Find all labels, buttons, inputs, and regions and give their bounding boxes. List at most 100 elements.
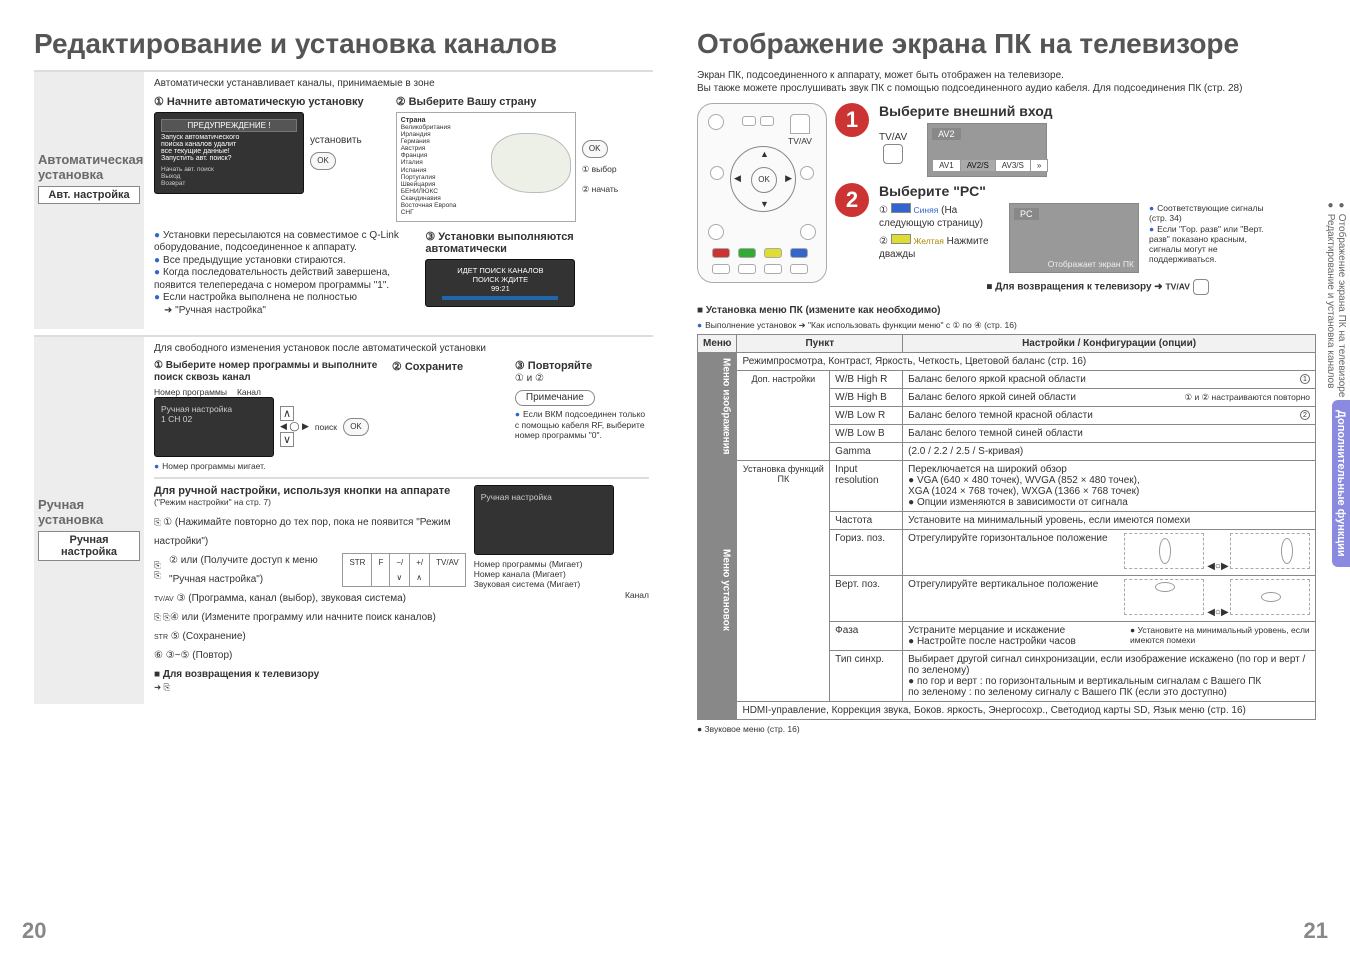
left-title: Редактирование и установка каналов <box>34 28 653 60</box>
tvav-icon: TV/AV <box>154 596 174 603</box>
dop-k3: W/B Low B <box>830 424 903 442</box>
manual-step3-sub: ① и ② <box>515 373 649 386</box>
pc-menu-table: Меню Пункт Настройки / Конфигурации (опц… <box>697 334 1316 720</box>
h-s5: ⑤ (Сохранение) <box>171 631 246 642</box>
h-s6: ⑥ ③~⑤ (Повтор) <box>154 650 232 661</box>
ok-button[interactable]: OK <box>310 152 336 170</box>
ok-button-3[interactable]: OK <box>343 418 369 436</box>
step2-badge: 2 <box>835 183 869 217</box>
step2-title: Выберите "PC" <box>879 183 1316 199</box>
yellow-key-icon[interactable] <box>891 234 911 244</box>
setup-hpos-v: Отрегулируйте горизонтальное положение <box>908 533 1107 544</box>
menu-howto: Выполнение установок ➜ "Как использовать… <box>705 320 1017 330</box>
btn-vplus[interactable]: +/∧ <box>410 554 430 586</box>
manual-side: Ручная установка Ручная настройка <box>34 337 144 704</box>
s2-note1: Соответствующие сигналы (стр. 34) <box>1149 203 1264 223</box>
setup-label: Установка функций ПК <box>737 460 830 701</box>
tvbox1-title: ПРЕДУПРЕЖДЕНИЕ ! <box>161 119 297 132</box>
th-menu: Меню <box>698 334 737 352</box>
auto-b1: Установки пересылаются на совместимое с … <box>154 230 399 254</box>
menu-block-title: ■ Установка меню ПК (измените как необхо… <box>697 305 1316 318</box>
h-s4: ④ или (Измените программу или начните по… <box>170 612 436 623</box>
h-return: ■ Для возвращения к телевизору <box>154 669 466 682</box>
btn-tvav[interactable]: TV/AV <box>430 554 465 586</box>
manual-step3: ③ Повторяйте <box>515 360 649 374</box>
return-button[interactable] <box>1193 279 1209 295</box>
rc-x1[interactable] <box>712 264 730 274</box>
dop-k0: W/B High R <box>830 370 903 388</box>
s2-l2-pre: ② <box>879 236 891 247</box>
btn-vminus[interactable]: −/∨ <box>390 554 410 586</box>
auto-step2-title: ② Выберите Вашу страну <box>396 95 644 108</box>
setup-phase-note: ● Установите на минимальный уровень, есл… <box>1130 625 1310 647</box>
label-chan: Номер канала (Мигает) <box>474 569 649 579</box>
auto-side-label: Автоматическая установка <box>38 152 143 182</box>
pc-label: PC <box>1014 208 1039 220</box>
vert-img-menu: Меню изображения <box>698 352 737 460</box>
panel-buttons[interactable]: STR F −/∨ +/∧ TV/AV <box>342 553 465 587</box>
rc-red[interactable] <box>712 248 730 258</box>
tvbox2-lines: ИДЕТ ПОИСК КАНАЛОВ ПОИСК ЖДИТЕ 99:21 <box>432 266 568 293</box>
nav-av3[interactable]: AV3/S <box>996 160 1031 171</box>
rc-blue[interactable] <box>790 248 808 258</box>
rc-right-extra[interactable] <box>800 166 814 180</box>
ok-button-2[interactable]: OK <box>582 140 608 158</box>
h-s1: ① (Нажимайте повторно до тех пор, пока н… <box>154 517 451 547</box>
auto-arrow-manual: "Ручная настройка" <box>175 305 266 316</box>
right-title: Отображение экрана ПК на телевизоре <box>697 28 1316 60</box>
auto-install-label: установить <box>310 135 362 146</box>
auto-b3: Когда последовательность действий заверш… <box>154 267 390 291</box>
rc-power[interactable] <box>708 114 724 130</box>
rc-b1[interactable] <box>742 116 756 126</box>
hpos-diag-b <box>1230 533 1310 569</box>
rc-x3[interactable] <box>764 264 782 274</box>
side-tab-main: Дополнительные функции <box>1332 400 1350 567</box>
side-tab-sub: ● Отображение экрана ПК на телевизоре ● … <box>1322 190 1350 407</box>
dop-k1: W/B High B <box>830 388 903 406</box>
rc-ok[interactable]: OK <box>751 167 777 193</box>
rc-b2[interactable] <box>760 116 774 126</box>
setup-vpos-k: Верт. поз. <box>830 575 903 621</box>
rc-left-extra[interactable] <box>710 166 724 180</box>
tv-warning-box: ПРЕДУПРЕЖДЕНИЕ ! Запуск автоматического … <box>154 112 304 194</box>
tvav-button[interactable] <box>883 144 903 164</box>
row-hdmi: HDMI-управление, Коррекция звука, Боков.… <box>737 701 1316 719</box>
btn-f[interactable]: F <box>372 554 390 586</box>
panel-preview: Ручная настройка <box>474 485 614 555</box>
setup-sync-k: Тип синхр. <box>830 650 903 701</box>
nav-av2[interactable]: AV2/S <box>961 160 996 171</box>
auto-block: Автоматическая установка Авт. настройка … <box>34 70 653 329</box>
rc-tvav-label: TV/AV <box>788 136 812 146</box>
pc-preview: PC Отображает экран ПК <box>1009 203 1139 273</box>
rc-bl1[interactable] <box>708 224 724 240</box>
rc-x4[interactable] <box>790 264 808 274</box>
step1-badge: 1 <box>835 103 869 137</box>
page-number-left: 20 <box>22 918 46 944</box>
setup-hpos-k: Гориз. поз. <box>830 529 903 575</box>
label-channel: Канал <box>474 590 649 600</box>
av-nav[interactable]: AV1 AV2/S AV3/S » <box>932 159 1048 172</box>
note-chip: Примечание <box>515 390 595 407</box>
dop-label: Доп. настройки <box>737 370 830 460</box>
rc-x2[interactable] <box>738 264 756 274</box>
nav-av1[interactable]: AV1 <box>933 160 961 171</box>
vpos-diag-a <box>1124 579 1204 615</box>
rc-tvav[interactable] <box>790 114 810 134</box>
step1-tvav: TV/AV <box>879 132 907 143</box>
rc-dpad[interactable]: OK ▲ ▼ ◀ ▶ <box>730 146 796 212</box>
vert-setup-menu: Меню установок <box>698 460 737 719</box>
setup-vpos-v: Отрегулируйте вертикальное положение <box>908 579 1098 590</box>
rc-yellow[interactable] <box>764 248 782 258</box>
rc-br1[interactable] <box>800 224 816 240</box>
blue-key-icon[interactable] <box>891 203 911 213</box>
setup-input-k: Input resolution <box>830 460 903 511</box>
country-header: Страна <box>401 117 571 124</box>
dop-k2: W/B Low R <box>830 406 903 424</box>
dop-k4: Gamma <box>830 442 903 460</box>
auto-content: Автоматически устанавливает каналы, прин… <box>144 72 653 329</box>
country-box: Страна Великобритания Ирландия Германия … <box>396 112 576 222</box>
blue-label: Синяя <box>914 205 939 215</box>
rc-green[interactable] <box>738 248 756 258</box>
btn-str[interactable]: STR <box>343 554 372 586</box>
nav-more[interactable]: » <box>1031 160 1047 171</box>
